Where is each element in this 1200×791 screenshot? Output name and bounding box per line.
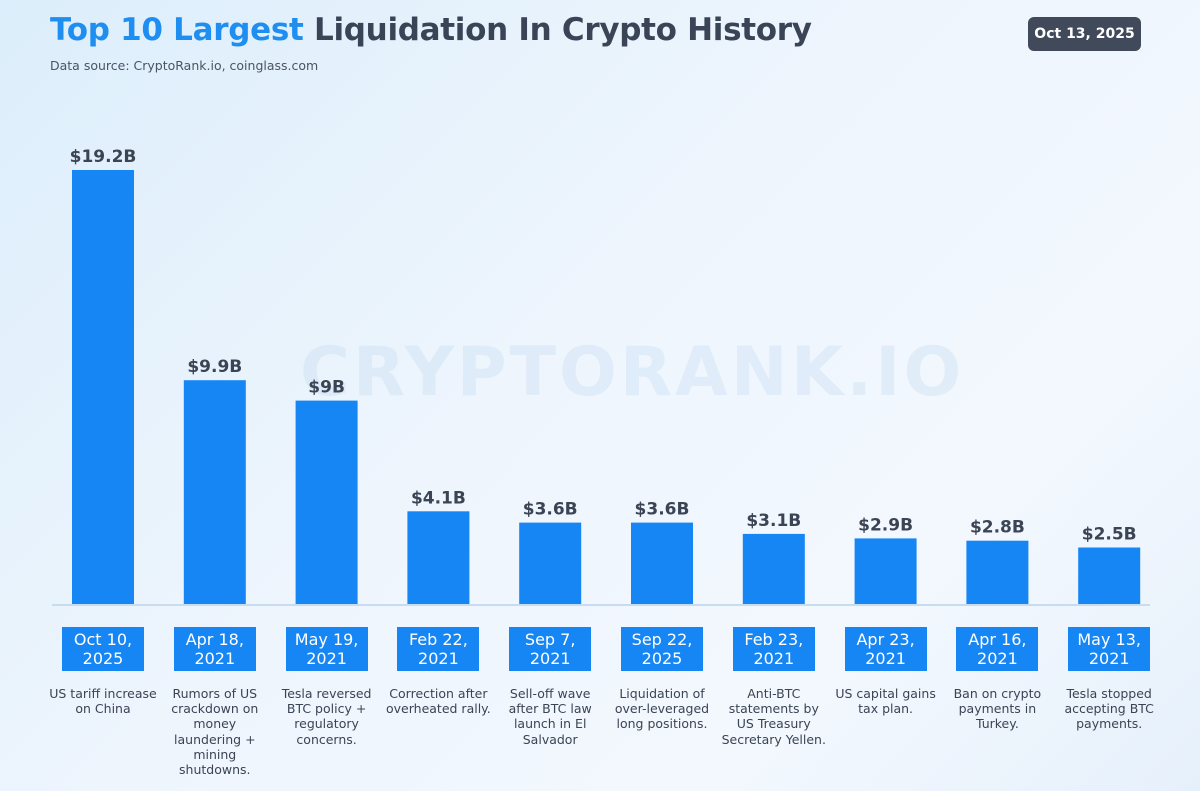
date-tick-label: Apr 18, 2021: [173, 627, 256, 671]
value-label: $9B: [308, 378, 345, 398]
date-line1: May 19,: [294, 630, 359, 649]
value-label: $19.2B: [70, 147, 137, 167]
value-label: $2.8B: [970, 518, 1025, 538]
date-badge: Oct 13, 2025: [1028, 17, 1141, 51]
event-description: Tesla reversed BTC policy + regulatory c…: [281, 686, 372, 747]
bar: [183, 380, 246, 604]
watermark: CRYPTORANK.IO: [300, 333, 965, 412]
value-label: $3.6B: [523, 500, 578, 520]
bar: [1078, 547, 1141, 604]
date-line1: Feb 22,: [408, 630, 468, 649]
date-line2: 2021: [194, 649, 236, 668]
bar: [742, 533, 805, 604]
date-line2: 2025: [82, 649, 124, 668]
date-tick-label: May 19, 2021: [285, 627, 368, 671]
date-line2: 2021: [865, 649, 906, 668]
event-description: Sell-off wave after BTC law launch in El…: [508, 686, 592, 747]
bar: [519, 522, 582, 604]
date-tick-label: Apr 16, 2021: [956, 627, 1039, 671]
chart-title: Top 10 Largest Liquidation In Crypto His…: [50, 12, 812, 48]
date-line2: 2021: [753, 649, 795, 668]
date-line1: Apr 18,: [185, 630, 244, 649]
date-line1: Sep 7,: [524, 630, 576, 649]
date-tick-label: May 13, 2021: [1068, 627, 1151, 671]
event-description: US capital gains tax plan.: [835, 686, 936, 717]
date-line2: 2021: [306, 649, 347, 668]
date-line2: 2021: [1088, 649, 1130, 668]
event-description: US tariff increase on China: [49, 686, 157, 717]
data-source: Data source: CryptoRank.io, coinglass.co…: [50, 58, 319, 73]
bar: [631, 522, 693, 604]
value-label: $2.5B: [1082, 525, 1137, 545]
date-line2: 2021: [529, 649, 571, 668]
date-tick-label: Feb 23, 2021: [732, 627, 815, 671]
bar: [295, 400, 358, 604]
title-accent: Top 10 Largest: [50, 12, 304, 48]
date-tick-label: Apr 23, 2021: [844, 627, 927, 671]
date-line1: Oct 10,: [73, 630, 133, 649]
date-line2: 2021: [418, 649, 459, 668]
value-label: $3.1B: [746, 511, 801, 531]
value-label: $3.6B: [635, 500, 690, 520]
value-label: $4.1B: [411, 488, 466, 508]
event-description: Liquidation of over-leveraged long posit…: [614, 686, 710, 732]
date-tick-label: Sep 7, 2021: [509, 627, 592, 671]
bar: [407, 511, 470, 604]
event-description: Correction after overheated rally.: [386, 686, 491, 717]
event-description: Tesla stopped accepting BTC payments.: [1064, 686, 1154, 732]
bar: [854, 538, 917, 604]
date-line2: 2021: [977, 649, 1018, 668]
date-line2: 2025: [641, 649, 683, 668]
date-tick-label: Sep 22, 2025: [621, 627, 703, 671]
title-rest: Liquidation In Crypto History: [314, 12, 812, 48]
bar: [72, 170, 134, 604]
value-label: $2.9B: [858, 515, 913, 535]
date-tick-label: Feb 22, 2021: [397, 627, 480, 671]
date-line1: Feb 23,: [744, 630, 804, 649]
date-line1: Sep 22,: [631, 630, 693, 649]
value-label: $9.9B: [187, 357, 242, 377]
date-line1: Apr 16,: [968, 630, 1027, 649]
date-line1: Apr 23,: [856, 630, 915, 649]
bar: [966, 540, 1029, 604]
event-description: Ban on crypto payments in Turkey.: [953, 686, 1042, 732]
event-description: Anti-BTC statements by US Treasury Secre…: [721, 686, 826, 747]
event-description: Rumors of US crackdown on money launderi…: [171, 686, 259, 778]
date-tick-label: Oct 10, 2025: [62, 627, 144, 671]
date-line1: May 13,: [1077, 630, 1141, 649]
